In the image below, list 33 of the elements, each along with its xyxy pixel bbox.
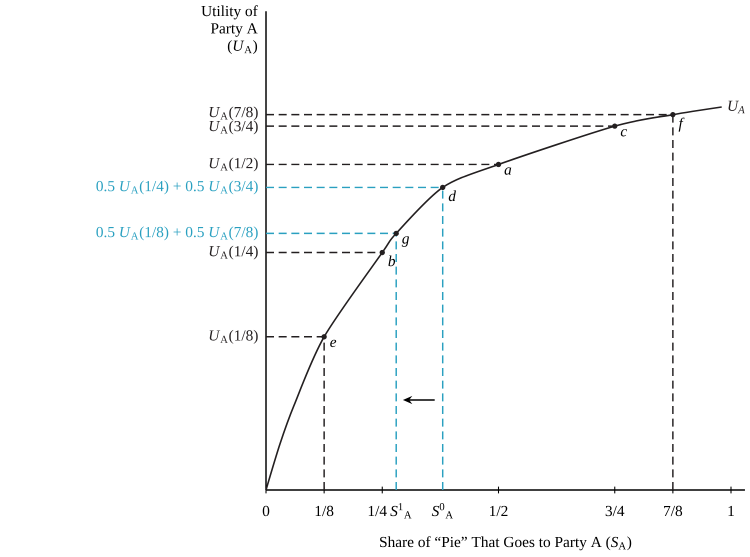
x-tick-label: 1/2 — [490, 506, 508, 516]
annotation: a — [504, 167, 512, 175]
x-tick-label: 1/4 — [368, 506, 387, 516]
annotation: f — [678, 118, 684, 132]
point — [612, 123, 618, 129]
annotation: g — [402, 236, 410, 247]
point — [321, 334, 327, 340]
point — [440, 184, 446, 190]
point — [394, 230, 399, 236]
point — [380, 250, 385, 256]
y-axis-title: Utility of Party A (U$_{A}$) — [201, 5, 258, 54]
point — [670, 112, 676, 118]
ref-line-label: U$_{A}$(1/8) — [210, 330, 258, 344]
ref-line-label: U$_{A}$(3/4) — [210, 120, 258, 134]
series-label: U$_{A}$ — [728, 100, 745, 114]
ref-line-label: S$^{0}$A — [432, 503, 454, 518]
x-tick-label: 3/4 — [606, 506, 624, 516]
annotation: b — [388, 255, 396, 266]
x-axis-title: Share of “Pie” That Goes to Party A (S$_{A}$) — [380, 536, 632, 550]
annotation: d — [448, 190, 456, 202]
x-tick-label: 0 — [262, 506, 270, 516]
annotation: c — [620, 129, 627, 136]
ref-line-label: 0.5 U$_{A}$(1/4) + 0.5 U$_{A}$(3/4) — [96, 180, 258, 194]
x-tick-label: 1 — [728, 506, 734, 516]
ref-line-label: S$^{1}$A — [390, 503, 412, 518]
ref-line-label: U$_{A}$(1/4) — [210, 246, 258, 260]
ref-line-label: U$_{A}$(1/2) — [210, 157, 258, 172]
ref-line-label: 0.5 U$_{A}$(1/8) + 0.5 U$_{A}$(7/8) — [96, 226, 258, 240]
ref-line-label: U$_{A}$(7/8) — [210, 106, 258, 120]
annotation: e — [330, 340, 336, 348]
point — [496, 162, 502, 168]
x-tick-label: 7/8 — [664, 506, 682, 516]
x-tick-label: 1/8 — [316, 506, 334, 516]
